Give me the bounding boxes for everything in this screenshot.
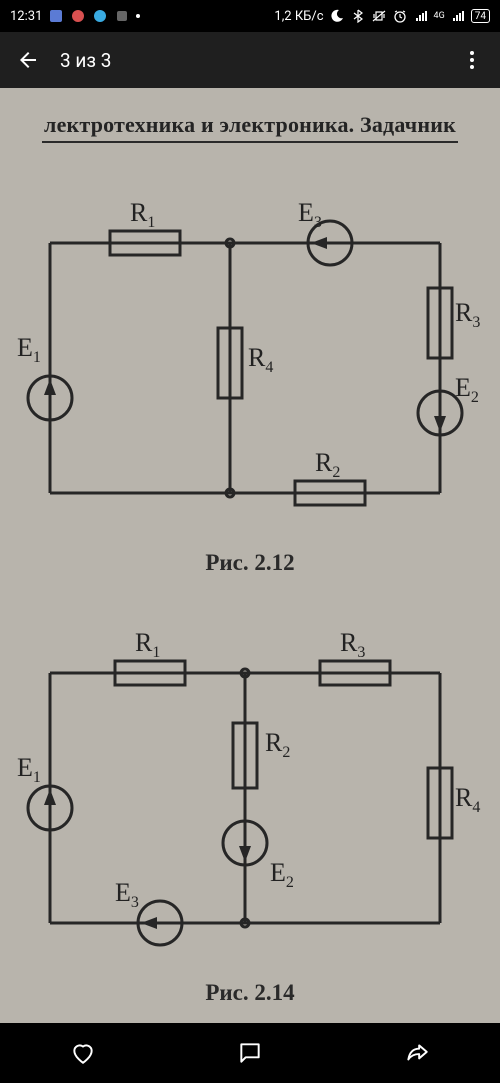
- circuit-svg-2: [20, 633, 470, 953]
- label-e3: E3: [298, 198, 322, 232]
- more-menu-button[interactable]: [452, 40, 492, 80]
- label2-e2: E2: [270, 858, 294, 892]
- app-bar: 3 из 3: [0, 32, 500, 88]
- label2-r1: R1: [135, 628, 160, 662]
- image-viewer[interactable]: лектротехника и электроника. Задачник: [0, 88, 500, 1023]
- label2-e3: E3: [115, 878, 139, 912]
- label2-r4: R4: [455, 783, 480, 817]
- figure-2-14: R1 R3 R2 E1 R4 E2 E3: [20, 633, 470, 953]
- status-time: 12:31: [10, 9, 42, 24]
- page-header-text: лектротехника и электроника. Задачник: [42, 112, 458, 143]
- signal-2-icon: [450, 8, 466, 24]
- app-icon-1: [48, 8, 64, 24]
- figure-2-12: R1 E3 E1 R4 R3 E2 R2: [20, 203, 470, 523]
- label-r3: R3: [455, 298, 480, 332]
- label-e2: E2: [455, 373, 479, 407]
- alarm-icon: [392, 8, 408, 24]
- status-left: 12:31: [10, 8, 140, 24]
- label-e1: E1: [17, 333, 41, 367]
- bottom-nav: [0, 1023, 500, 1083]
- comment-button[interactable]: [210, 1033, 290, 1073]
- caption-2-12: Рис. 2.12: [0, 550, 500, 576]
- app-icon-3: [92, 8, 108, 24]
- status-right: 1,2 КБ/с 4G 74: [274, 8, 490, 24]
- label2-e1: E1: [17, 753, 41, 787]
- moon-icon: [329, 8, 345, 24]
- label-r1: R1: [130, 198, 155, 232]
- label2-r2: R2: [265, 728, 290, 762]
- battery-icon: 74: [471, 9, 490, 23]
- app-icon-2: [70, 8, 86, 24]
- net-speed: 1,2 КБ/с: [274, 9, 323, 24]
- vibrate-icon: [371, 8, 387, 24]
- battery-level: 74: [475, 11, 486, 22]
- caption-2-14: Рис. 2.14: [0, 980, 500, 1006]
- page-content: лектротехника и электроника. Задачник: [0, 88, 500, 1023]
- label-r2: R2: [315, 448, 340, 482]
- page-counter: 3 из 3: [60, 49, 452, 72]
- app-icon-4: [114, 8, 130, 24]
- circuit-svg-1: [20, 203, 470, 523]
- bluetooth-icon: [350, 8, 366, 24]
- status-bar: 12:31 1,2 КБ/с 4G: [0, 0, 500, 32]
- page-header: лектротехника и электроника. Задачник: [0, 112, 500, 143]
- status-dot: [136, 14, 140, 18]
- label-r4: R4: [248, 343, 273, 377]
- like-button[interactable]: [43, 1033, 123, 1073]
- back-button[interactable]: [8, 40, 48, 80]
- share-button[interactable]: [377, 1033, 457, 1073]
- signal-type: 4G: [434, 11, 445, 21]
- label2-r3: R3: [340, 628, 365, 662]
- signal-1-icon: [413, 8, 429, 24]
